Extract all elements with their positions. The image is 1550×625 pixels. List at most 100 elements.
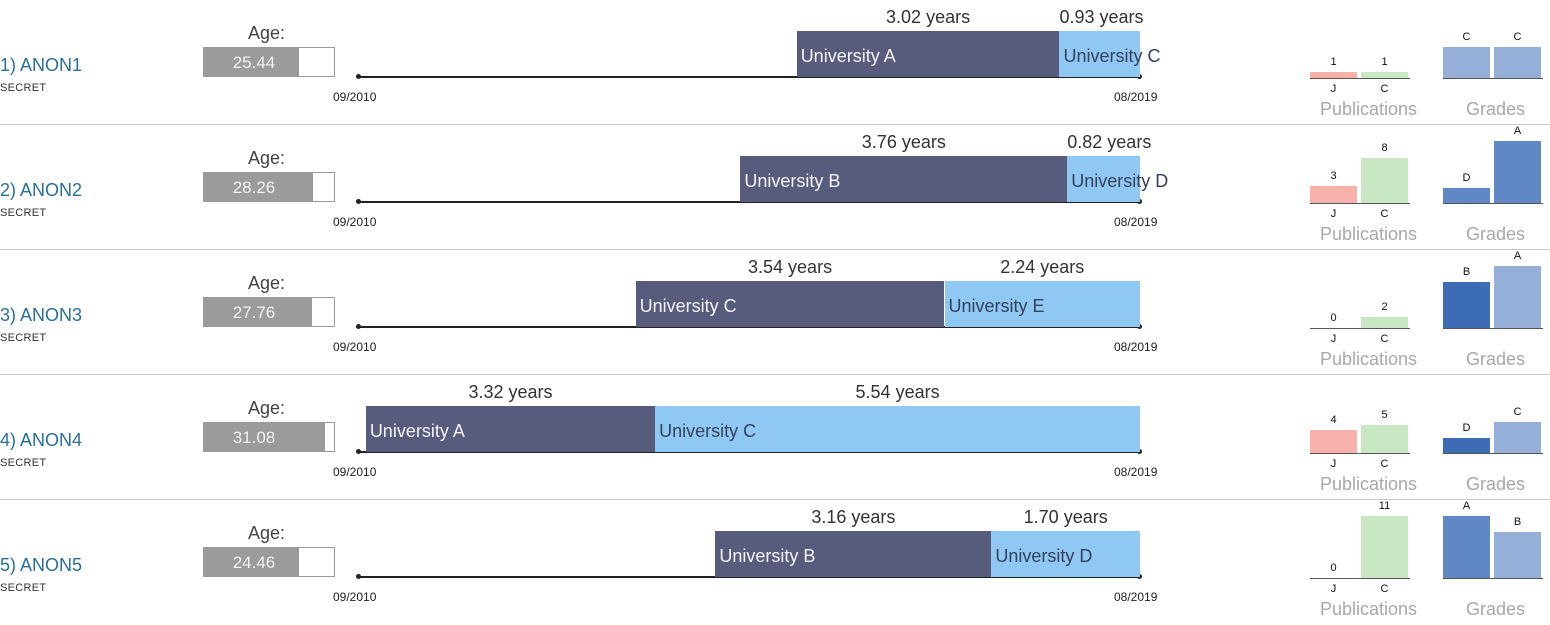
publications-value-conference: 8 [1381, 141, 1388, 154]
age-bar-fill [204, 548, 299, 576]
grade-value: A [1513, 250, 1522, 262]
university-segment[interactable]: University C 5.54 years [655, 382, 1140, 452]
grades-baseline [1443, 328, 1543, 329]
publications-bar-journal [1310, 430, 1357, 453]
university-name: University E [948, 296, 1045, 316]
age-label: Age: [248, 523, 286, 543]
grade-value: B [1513, 515, 1522, 528]
candidate-name-link[interactable]: 3) ANON3 [0, 305, 83, 325]
publications-value-conference: 5 [1381, 408, 1388, 421]
university-segment[interactable]: University E 2.24 years [944, 257, 1140, 327]
university-segment[interactable]: University A 3.32 years [365, 382, 656, 452]
grade-value: C [1462, 31, 1471, 43]
university-name: University A [369, 421, 465, 441]
grade-bar [1443, 187, 1490, 203]
candidate-name-link[interactable]: 5) ANON5 [0, 555, 83, 575]
university-name: University B [744, 171, 841, 191]
row-divider [0, 499, 1550, 500]
publications-bar-conference [1361, 72, 1408, 78]
publications-category-conference: C [1380, 458, 1389, 470]
candidate-name-link[interactable]: 1) ANON1 [0, 55, 83, 75]
age-bar-fill [204, 48, 299, 76]
grade-bar [1494, 141, 1541, 203]
publications-baseline [1310, 578, 1410, 579]
duration-label: 3.16 years [811, 507, 896, 527]
publications-category-journal: J [1330, 583, 1337, 595]
university-segment[interactable]: University A 3.02 years [796, 7, 1060, 77]
grade-bar [1443, 47, 1490, 78]
university-segment[interactable]: University C 0.93 years [1059, 7, 1160, 77]
timeline-axis [358, 326, 1140, 328]
grades-chart: D C Grades [1443, 375, 1550, 500]
publications-chart: 3 J 8 C Publications [1310, 125, 1440, 250]
age-bar: 25.44 [203, 47, 335, 77]
duration-label: 3.32 years [468, 382, 553, 402]
age-label: Age: [248, 148, 286, 168]
age-value: 28.26 [232, 178, 276, 197]
publications-value-conference: 2 [1381, 300, 1388, 313]
publications-value-journal: 0 [1330, 312, 1337, 324]
candidate-name-link[interactable]: 4) ANON4 [0, 430, 83, 450]
row-divider [0, 374, 1550, 375]
timeline-start-dot [356, 574, 361, 579]
university-name: University D [1071, 171, 1169, 191]
grade-bar [1443, 281, 1490, 328]
timeline-start-dot [356, 449, 361, 454]
timeline-end-date: 08/2019 [1114, 590, 1158, 604]
age-bar: 31.08 [203, 422, 335, 452]
grade-value: A [1462, 500, 1471, 512]
publications-bar-journal [1310, 186, 1357, 203]
grades-chart: A B Grades [1443, 500, 1550, 625]
publications-baseline [1310, 203, 1410, 204]
publications-category-journal: J [1330, 333, 1337, 345]
publications-value-conference: 1 [1381, 56, 1388, 69]
duration-label: 3.76 years [861, 132, 946, 152]
publications-category-journal: J [1330, 458, 1337, 470]
age-value: 31.08 [232, 428, 276, 447]
grades-title: Grades [1465, 99, 1526, 119]
university-segment[interactable]: University B 3.76 years [740, 132, 1068, 202]
grades-title: Grades [1465, 224, 1526, 244]
grades-chart: D A Grades [1443, 125, 1550, 250]
row-divider [0, 124, 1550, 125]
age-bar: 27.76 [203, 297, 335, 327]
university-segment[interactable]: University B 3.16 years [715, 507, 992, 577]
university-segment[interactable]: University C 3.54 years [635, 257, 945, 327]
timeline-end-date: 08/2019 [1114, 90, 1158, 104]
timeline-start-date: 09/2010 [333, 590, 377, 604]
publications-baseline [1310, 78, 1410, 79]
publications-category-conference: C [1380, 583, 1389, 595]
grades-title: Grades [1465, 349, 1526, 369]
publications-bar-conference [1361, 424, 1408, 453]
publications-title: Publications [1319, 599, 1418, 619]
grade-value: A [1513, 125, 1522, 137]
duration-label: 0.93 years [1059, 7, 1144, 27]
candidate-row: 5) ANON5 SECRET Age: 24.46 09/2010 08/2019 Uni… [0, 500, 1550, 625]
university-name: University C [639, 296, 737, 316]
grade-bar [1494, 531, 1541, 578]
publications-value-conference: 11 [1378, 500, 1391, 512]
candidate-subtitle: SECRET [0, 332, 47, 344]
grades-title: Grades [1465, 474, 1526, 494]
publications-baseline [1310, 328, 1410, 329]
age-value: 24.46 [232, 553, 276, 572]
publications-category-journal: J [1330, 83, 1337, 95]
university-segment[interactable]: University D 1.70 years [991, 507, 1140, 577]
grade-bar [1494, 47, 1541, 78]
timeline-end-date: 08/2019 [1114, 215, 1158, 229]
candidate-subtitle: SECRET [0, 207, 47, 219]
grade-bar [1494, 422, 1541, 453]
candidate-subtitle: SECRET [0, 457, 47, 469]
grade-bar [1494, 266, 1541, 328]
publications-chart: 0 J 2 C Publications [1310, 250, 1440, 375]
publications-value-journal: 0 [1330, 562, 1337, 574]
candidate-row: 4) ANON4 SECRET Age: 31.08 09/2010 08/2019 Uni… [0, 375, 1550, 500]
timeline-axis [358, 76, 1140, 78]
university-segment[interactable]: University D 0.82 years [1067, 132, 1168, 202]
candidate-row: 2) ANON2 SECRET Age: 28.26 09/2010 08/2019 Uni… [0, 125, 1550, 250]
candidate-name-link[interactable]: 2) ANON2 [0, 180, 83, 200]
age-label: Age: [248, 273, 286, 293]
university-name: University A [800, 46, 896, 66]
publications-value-journal: 3 [1330, 170, 1337, 183]
duration-label: 3.54 years [748, 257, 833, 277]
